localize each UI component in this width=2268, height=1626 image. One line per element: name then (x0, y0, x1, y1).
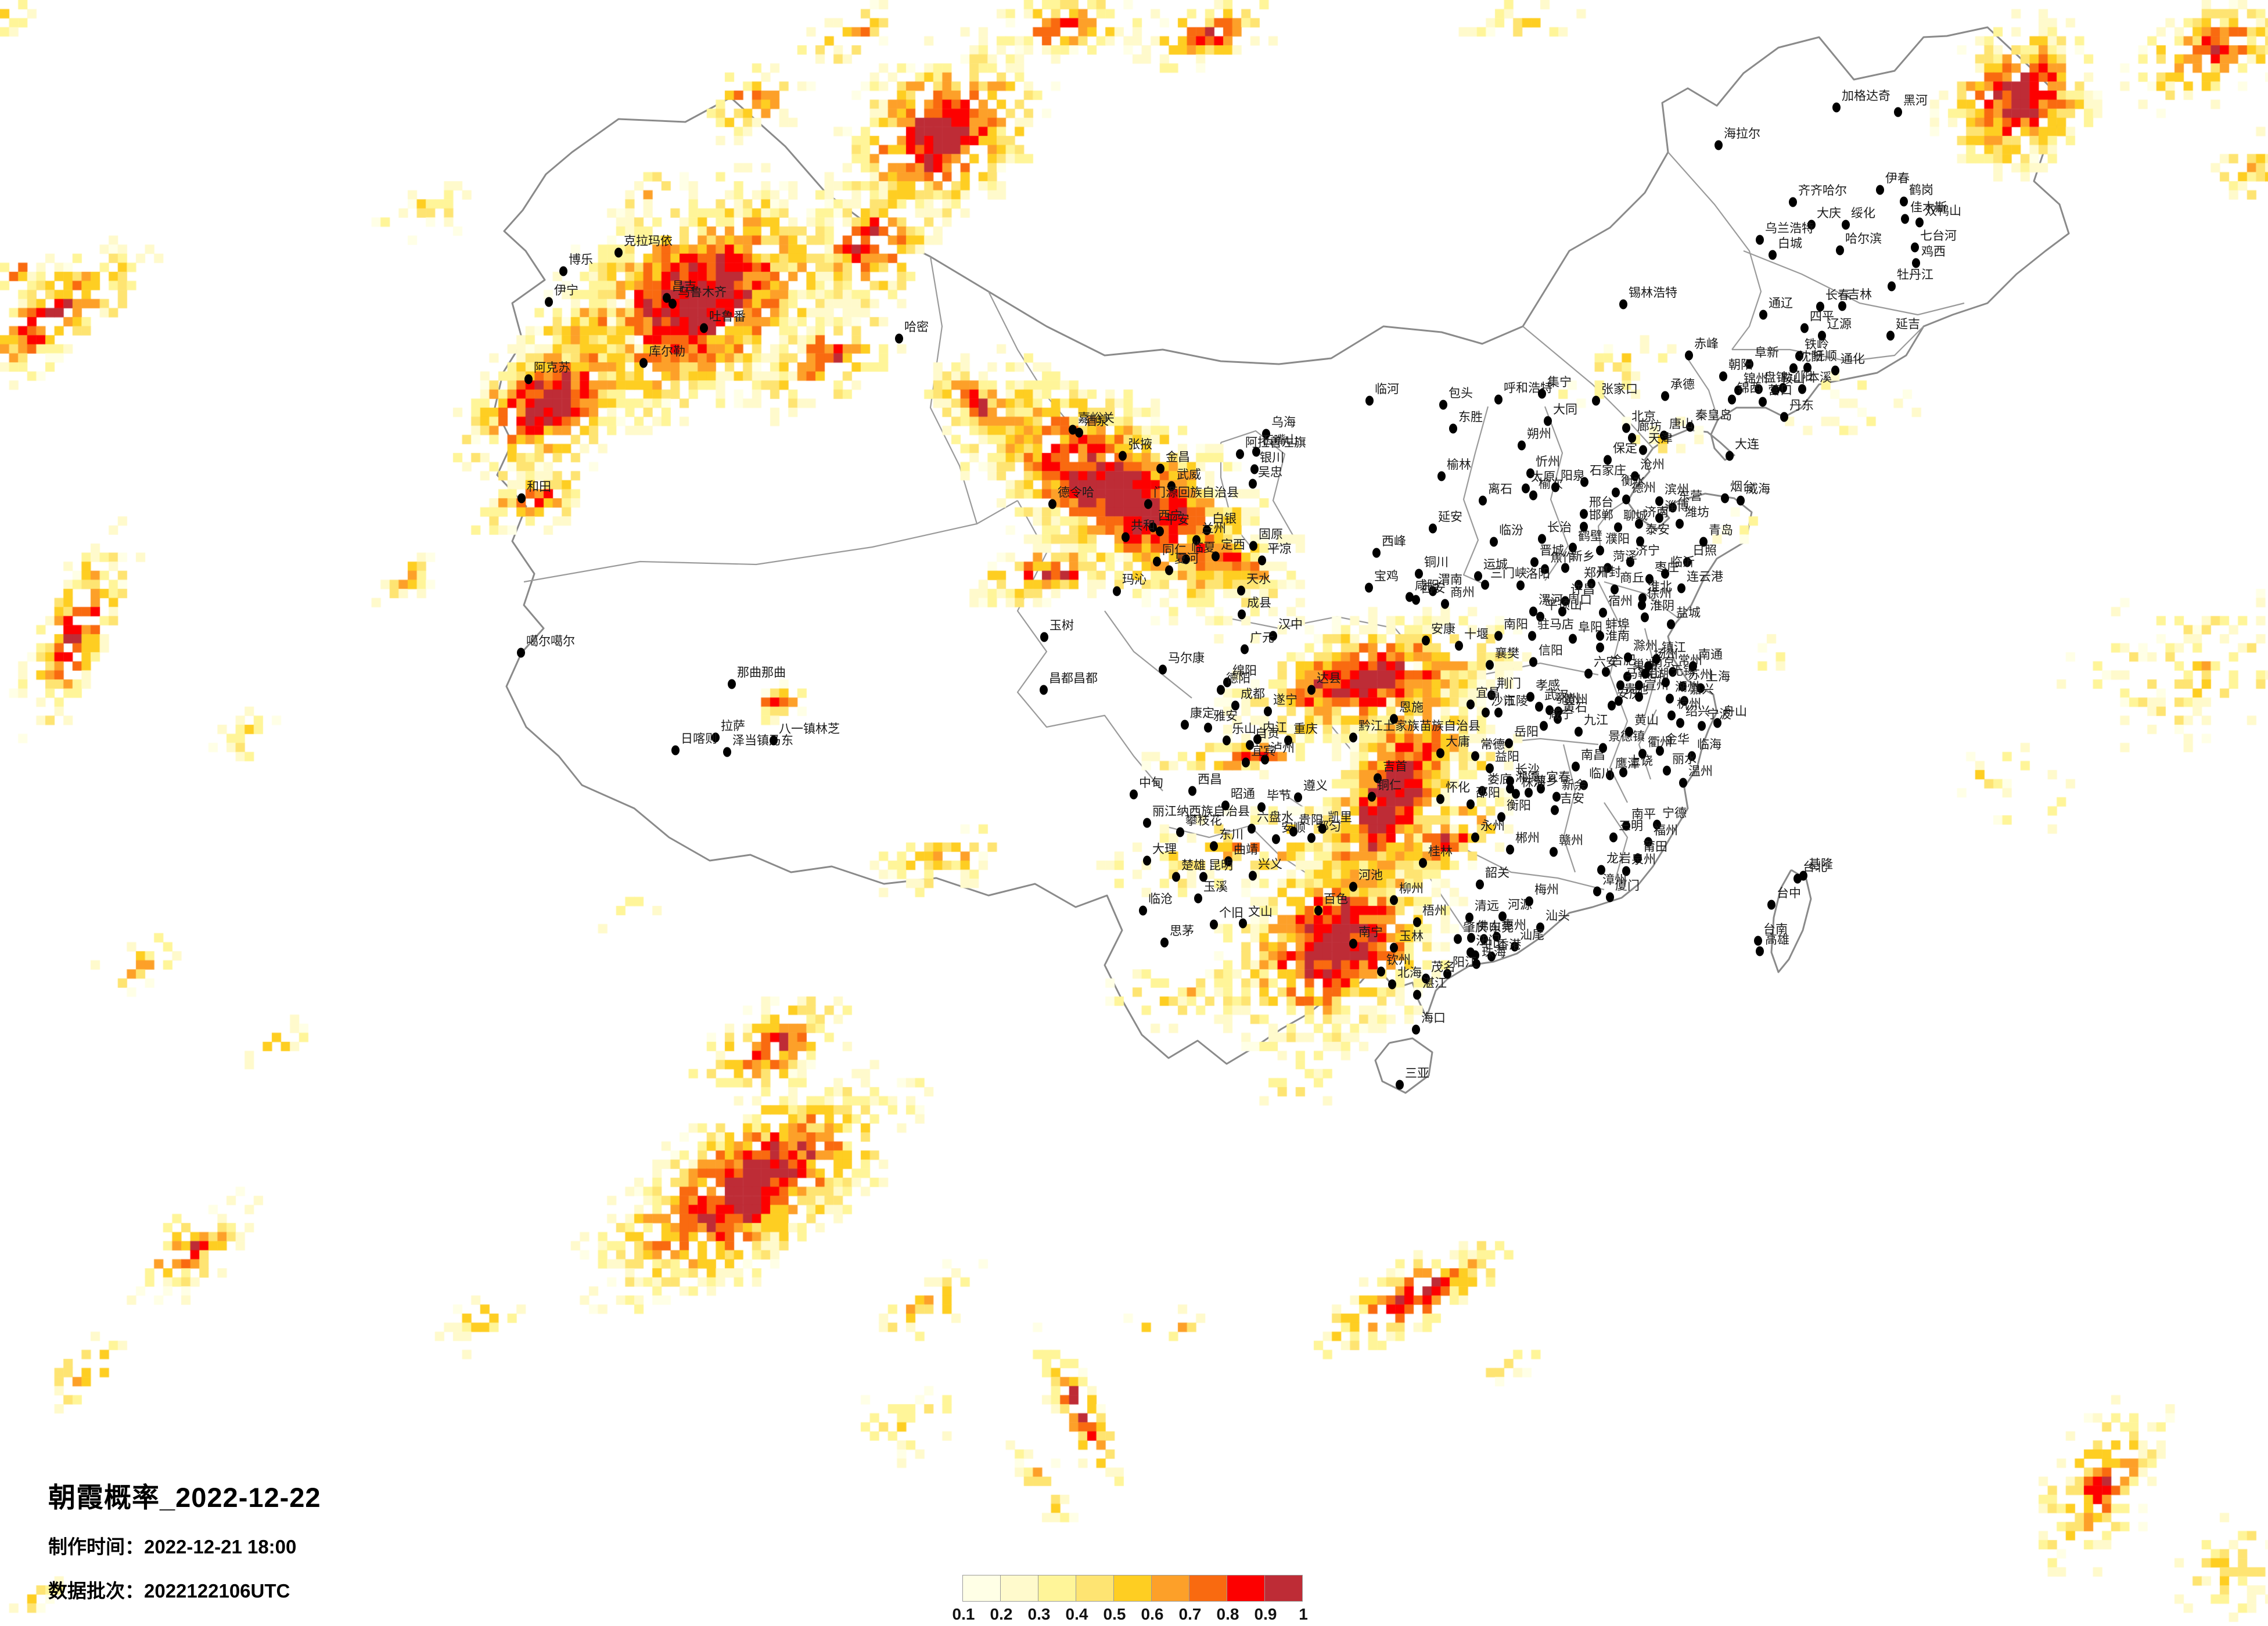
legend-swatch (1151, 1575, 1189, 1602)
legend-tick-labels: 0.1 0.2 0.3 0.4 0.5 0.6 0.7 0.8 0.9 1 (953, 1605, 1308, 1626)
legend-tick-label: 0.5 (1103, 1605, 1126, 1623)
legend-swatch (1076, 1575, 1114, 1602)
legend-swatch (962, 1575, 1001, 1602)
made-time-line: 制作时间：2022-12-21 18:00 (48, 1531, 321, 1559)
data-batch-value: 2022122106UTC (144, 1580, 290, 1602)
legend-swatch (1227, 1575, 1265, 1602)
legend-tick-label: 0.7 (1178, 1605, 1202, 1623)
legend-swatch (1113, 1575, 1152, 1602)
legend-tick-label: 0.6 (1141, 1605, 1164, 1623)
legend-tick-label: 0.9 (1254, 1605, 1277, 1623)
legend-tick-label: 0.4 (1065, 1605, 1088, 1623)
made-time-label: 制作时间： (48, 1537, 144, 1558)
probability-legend: 0.1 0.2 0.3 0.4 0.5 0.6 0.7 0.8 0.9 1 (953, 1575, 1308, 1626)
legend-swatch (1000, 1575, 1038, 1602)
legend-tick-label: 0.8 (1216, 1605, 1239, 1623)
legend-tick-label: 0.3 (1027, 1605, 1051, 1623)
title-block: 朝霞概率_2022-12-22 制作时间：2022-12-21 18:00 数据… (48, 1475, 321, 1603)
map-title: 朝霞概率_2022-12-22 (48, 1482, 321, 1513)
data-batch-line: 数据批次：2022122106UTC (48, 1575, 321, 1603)
legend-tick-label: 0.1 (952, 1605, 975, 1623)
legend-color-bar (962, 1575, 1303, 1602)
legend-swatch (1264, 1575, 1303, 1602)
legend-swatch (1038, 1575, 1076, 1602)
legend-tick-label: 0.2 (990, 1605, 1013, 1623)
data-batch-label: 数据批次： (48, 1581, 144, 1602)
legend-swatch (1189, 1575, 1227, 1602)
legend-tick-label: 1 (1299, 1605, 1308, 1623)
made-time-value: 2022-12-21 18:00 (144, 1536, 297, 1557)
